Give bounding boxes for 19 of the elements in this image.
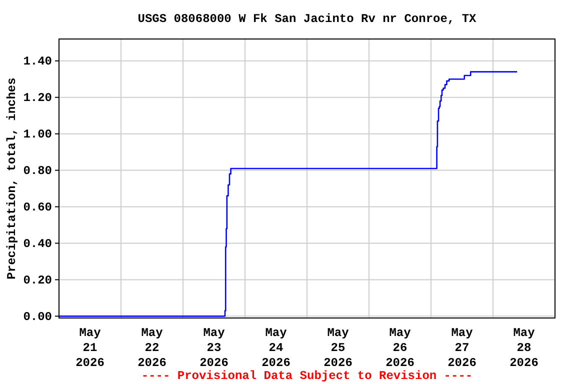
x-tick-label: May 21 2026: [76, 326, 104, 370]
y-tick-label: 0.80: [23, 164, 52, 178]
y-tick-label: 0.00: [23, 310, 52, 324]
x-tick-label: May 26 2026: [386, 326, 414, 370]
x-tick-label: May 28 2026: [510, 326, 538, 370]
x-tick-label: May 23 2026: [200, 326, 228, 370]
x-tick-label: May 25 2026: [324, 326, 352, 370]
y-tick-label: 1.40: [23, 54, 52, 69]
y-tick-label: 1.00: [23, 128, 52, 142]
y-axis-title: Precipitation, total, inches: [5, 78, 19, 280]
x-tick-label: May 22 2026: [138, 326, 166, 370]
x-tick-label: May 27 2026: [448, 326, 476, 370]
y-tick-label: 1.20: [23, 91, 52, 106]
chart-title: USGS 08068000 W Fk San Jacinto Rv nr Conroe, TX: [138, 12, 478, 26]
y-tick-label: 0.20: [23, 274, 52, 288]
y-tick-label: 0.40: [23, 237, 52, 252]
x-tick-label: May 24 2026: [262, 326, 290, 370]
y-tick-label: 0.60: [23, 200, 52, 215]
text: ---- Provisional Data Subject to Revision ----: [141, 369, 473, 383]
